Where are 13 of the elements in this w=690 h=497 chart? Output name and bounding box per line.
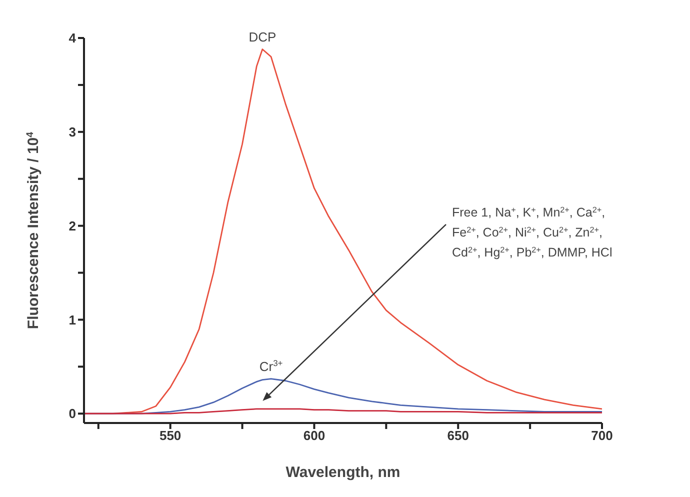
x-tick-label: 700 [591, 428, 613, 444]
y-tick-label: 3 [68, 124, 76, 140]
x-tick-label: 550 [159, 428, 182, 444]
x-tick-label: 650 [447, 428, 469, 444]
text: Free 1, Na$^{+}$, K$^{+}$, Mn$^{2+}$, Ca$^{2+}$, Fe$^{2+}$, Co$^{2+}$, Ni$^{2+}$, Cu$^{2+}$, Zn$^{2+}$, Cd$^{2+}$, Hg$^{2+}$, Pb$^{2+}$, DMMP, HCl [452, 204, 612, 260]
y-tick-label: 4 [68, 30, 77, 46]
x-axis-title: Wavelength, nm [286, 464, 400, 481]
series-label: DCP [248, 29, 276, 44]
y-tick-label: 2 [68, 218, 76, 234]
series-label: Cr$^{3+}$ [259, 358, 283, 374]
x-tick-label: 600 [303, 428, 326, 444]
y-tick-label: 0 [68, 406, 76, 422]
y-tick-label: 1 [68, 312, 76, 328]
